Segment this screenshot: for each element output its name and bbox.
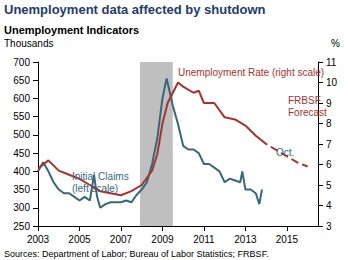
svg-text:2013: 2013 (234, 234, 257, 245)
svg-text:500: 500 (13, 129, 30, 140)
svg-text:11: 11 (326, 57, 337, 68)
svg-text:2007: 2007 (110, 234, 133, 245)
svg-text:Unemployment Rate (right scale: Unemployment Rate (right scale) (178, 67, 324, 78)
svg-text:Unemployment Indicators: Unemployment Indicators (4, 24, 139, 36)
svg-text:Thousands: Thousands (4, 38, 53, 49)
svg-text:2015: 2015 (276, 234, 299, 245)
svg-text:Unemployment data affected by: Unemployment data affected by shutdown (4, 2, 266, 17)
svg-text:250: 250 (13, 221, 30, 232)
svg-text:2009: 2009 (151, 234, 174, 245)
svg-text:350: 350 (13, 184, 30, 195)
svg-text:450: 450 (13, 148, 30, 159)
svg-text:600: 600 (13, 93, 30, 104)
svg-text:5: 5 (326, 180, 332, 191)
svg-text:550: 550 (13, 111, 30, 122)
svg-text:FRBSF: FRBSF (288, 95, 321, 106)
svg-text:300: 300 (13, 202, 30, 213)
svg-text:400: 400 (13, 166, 30, 177)
svg-text:(left scale): (left scale) (72, 183, 118, 194)
svg-text:6: 6 (326, 159, 332, 170)
svg-text:3: 3 (326, 221, 332, 232)
svg-text:2003: 2003 (27, 234, 50, 245)
svg-text:Forecast: Forecast (288, 107, 327, 118)
svg-text:%: % (331, 38, 340, 49)
svg-text:2005: 2005 (68, 234, 91, 245)
svg-text:10: 10 (326, 77, 338, 88)
svg-text:Sources: Department of Labor;: Sources: Department of Labor; Bureau of … (4, 249, 269, 259)
svg-text:700: 700 (13, 57, 30, 68)
svg-text:9: 9 (326, 97, 332, 109)
svg-text:650: 650 (13, 75, 30, 86)
svg-text:Oct.: Oct. (276, 147, 294, 158)
svg-text:4: 4 (326, 200, 332, 211)
svg-text:8: 8 (326, 118, 332, 129)
svg-text:2011: 2011 (193, 234, 215, 245)
svg-text:Initial Claims: Initial Claims (72, 171, 129, 182)
svg-text:7: 7 (326, 139, 332, 150)
